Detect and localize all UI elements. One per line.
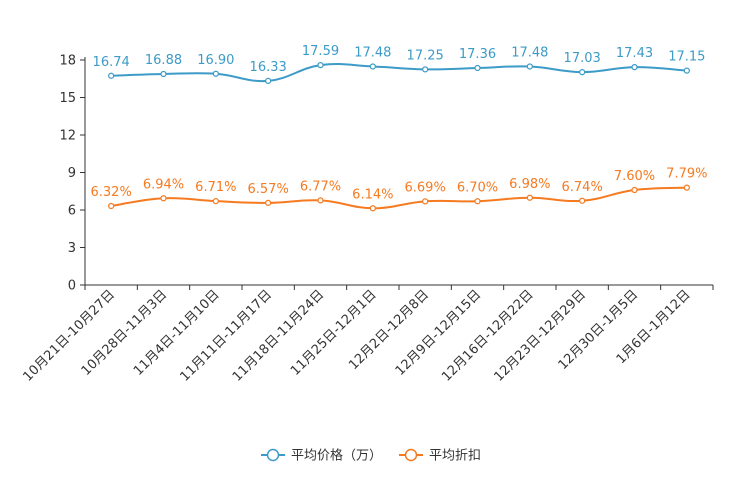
legend-marker	[266, 448, 280, 462]
data-point[interactable]	[369, 63, 376, 70]
data-point[interactable]	[631, 64, 638, 71]
data-label: 16.33	[250, 60, 287, 75]
legend-label: 平均价格（万）	[291, 448, 382, 464]
data-point[interactable]	[422, 198, 429, 205]
data-label: 6.69%	[405, 180, 446, 195]
x-tick-label: 11月11日-11月17日	[178, 287, 275, 384]
data-label: 6.94%	[143, 177, 184, 192]
data-label: 7.79%	[666, 167, 707, 182]
data-point[interactable]	[683, 67, 690, 74]
data-point[interactable]	[265, 77, 272, 84]
data-label: 6.14%	[352, 187, 393, 202]
x-tick-label: 10月21日-10月27日	[21, 287, 118, 384]
data-point[interactable]	[526, 194, 533, 201]
data-label: 6.57%	[248, 182, 289, 197]
y-tick-label: 12	[59, 129, 76, 144]
y-tick-label: 15	[59, 91, 76, 106]
series-line	[111, 186, 687, 210]
data-point[interactable]	[474, 64, 481, 72]
data-label: 17.59	[302, 44, 339, 59]
data-label: 16.88	[145, 53, 182, 68]
data-point[interactable]	[369, 205, 376, 212]
data-label: 6.77%	[300, 179, 341, 194]
data-label: 6.70%	[457, 180, 498, 195]
y-tick-label: 18	[59, 54, 76, 69]
data-label: 17.36	[459, 47, 496, 62]
data-point[interactable]	[108, 72, 115, 79]
data-label: 17.03	[564, 51, 601, 66]
data-label: 17.48	[511, 46, 548, 61]
data-point[interactable]	[474, 198, 481, 205]
data-point[interactable]	[683, 184, 690, 191]
data-label: 16.74	[93, 55, 130, 70]
legend-marker	[404, 448, 418, 462]
data-point[interactable]	[526, 63, 533, 70]
data-point[interactable]	[422, 66, 429, 73]
legend[interactable]: 平均价格（万） 平均折扣	[261, 448, 481, 464]
data-label: 16.90	[197, 53, 234, 68]
x-tick-label: 12月16日-12月22日	[439, 287, 536, 384]
x-tick-label: 11月18日-11月24日	[230, 287, 327, 384]
x-tick-label: 12月23日-12月29日	[492, 287, 589, 384]
data-point[interactable]	[212, 198, 219, 205]
data-point[interactable]	[160, 195, 167, 202]
data-label: 17.43	[616, 46, 653, 61]
data-label: 17.15	[668, 50, 705, 65]
data-label: 6.74%	[562, 180, 603, 195]
data-label: 6.32%	[91, 185, 132, 200]
data-label: 17.25	[407, 48, 444, 63]
data-point[interactable]	[631, 186, 638, 194]
series-line	[111, 63, 687, 83]
legend-label: 平均折扣	[429, 449, 481, 464]
series-1: 6.32% 6.94% 6.71% 6.57% 6.77% 6.14% 6.69% 6.70%…	[91, 167, 707, 212]
legend-item-0[interactable]: 平均价格（万）	[261, 448, 382, 464]
y-tick-label: 9	[68, 166, 76, 181]
x-axis-ticks: 10月21日-10月27日10月28日-11月3日11月4日-11月10日11月…	[21, 285, 714, 385]
y-tick-label: 6	[68, 204, 76, 219]
data-label: 6.71%	[195, 180, 236, 195]
data-label: 17.48	[354, 46, 391, 61]
data-point[interactable]	[160, 70, 167, 78]
data-point[interactable]	[579, 69, 586, 76]
y-tick-label: 0	[68, 279, 76, 294]
data-label: 7.60%	[614, 169, 655, 184]
data-point[interactable]	[317, 197, 324, 204]
legend-item-1[interactable]: 平均折扣	[399, 449, 481, 464]
data-point[interactable]	[265, 199, 272, 206]
data-point[interactable]	[108, 202, 115, 210]
y-axis-ticks: 0 3 6 9 12 15 18	[59, 54, 85, 294]
data-point[interactable]	[579, 197, 586, 204]
data-point[interactable]	[317, 62, 324, 69]
series-group: 16.74 16.88 16.90 16.33 17.59 17.48 17.25 17.36…	[91, 44, 707, 212]
y-tick-label: 3	[68, 241, 76, 256]
data-label: 6.98%	[509, 177, 550, 192]
data-point[interactable]	[212, 70, 219, 77]
series-0: 16.74 16.88 16.90 16.33 17.59 17.48 17.25 17.36…	[93, 44, 705, 84]
